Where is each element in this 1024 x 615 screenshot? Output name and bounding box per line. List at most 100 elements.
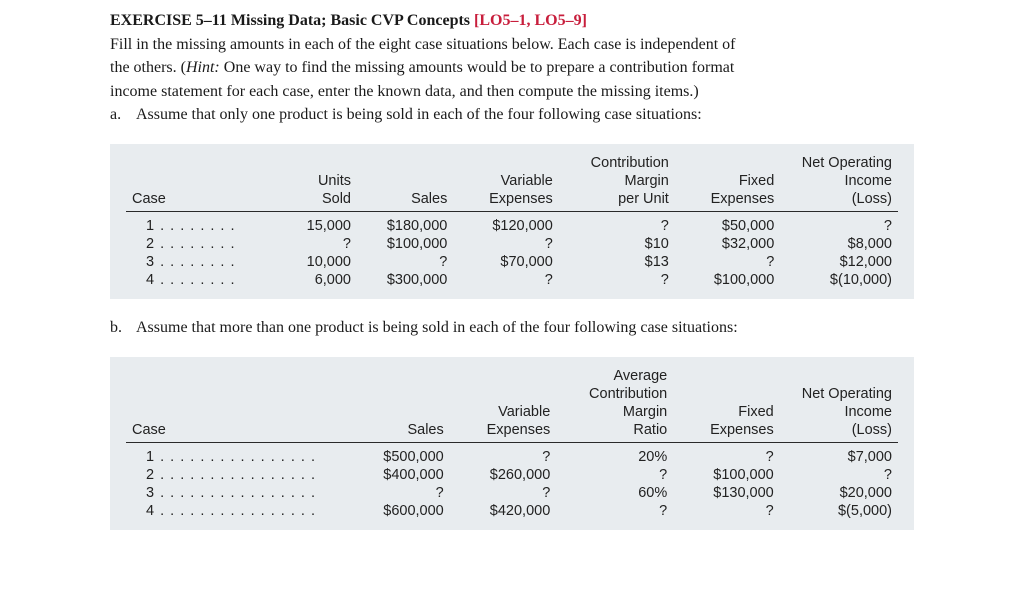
cell: 2 . . . . . . . . . . . . . . . .: [126, 466, 344, 484]
hdr-cmr-2: Contribution: [556, 385, 673, 403]
cell: $50,000: [675, 211, 780, 235]
cell: $130,000: [673, 484, 780, 502]
lo-code: [LO5–1, LO5–9]: [474, 12, 587, 29]
cell: 20%: [556, 442, 673, 466]
hdr-cmr-4: Ratio: [556, 421, 673, 443]
hdr-noi-1: Net Operating: [780, 154, 898, 172]
part-a-row: a. Assume that only one product is being…: [110, 104, 914, 126]
table-b-table: Average Contribution Net Operating Varia…: [126, 367, 898, 520]
cell: 60%: [556, 484, 673, 502]
cell: $180,000: [357, 211, 453, 235]
cell: 3 . . . . . . . .: [126, 253, 271, 271]
cell: ?: [780, 211, 898, 235]
hdr-sales: Sales: [357, 190, 453, 212]
cell: 6,000: [271, 271, 357, 289]
hdr-units-1: Units: [271, 172, 357, 190]
cell: ?: [673, 502, 780, 520]
table-row: 3 . . . . . . . .10,000?$70,000$13?$12,0…: [126, 253, 898, 271]
table-a-header-row-2: Units Variable Margin Fixed Income: [126, 172, 898, 190]
table-row: 4 . . . . . . . .6,000$300,000??$100,000…: [126, 271, 898, 289]
hdr-varexp-1: Variable: [453, 172, 558, 190]
hdr-varexp-b2: Expenses: [450, 421, 557, 443]
cell: 15,000: [271, 211, 357, 235]
intro-line-3: income statement for each case, enter th…: [110, 81, 914, 103]
hdr-noi-3: (Loss): [780, 190, 898, 212]
intro-line-2b: One way to find the missing amounts woul…: [220, 59, 735, 76]
cell: $100,000: [357, 235, 453, 253]
hdr-cm-2: Margin: [559, 172, 675, 190]
cell: 1 . . . . . . . . . . . . . . . .: [126, 442, 344, 466]
table-b-header-row-1: Average: [126, 367, 898, 385]
part-a-label: a.: [110, 104, 136, 126]
cell: $8,000: [780, 235, 898, 253]
hdr-fixed-b1: Fixed: [673, 403, 780, 421]
cell: ?: [450, 442, 557, 466]
cell: ?: [559, 211, 675, 235]
table-b-header-row-2: Contribution Net Operating: [126, 385, 898, 403]
hdr-cmr-3: Margin: [556, 403, 673, 421]
exercise-title: EXERCISE 5–11 Missing Data; Basic CVP Co…: [110, 10, 914, 32]
cell: $600,000: [344, 502, 450, 520]
hdr-fixed-b2: Expenses: [673, 421, 780, 443]
hdr-noi-2: Income: [780, 172, 898, 190]
cell: $32,000: [675, 235, 780, 253]
hdr-cm-1: Contribution: [559, 154, 675, 172]
table-a-header-row-3: Case Sold Sales Expenses per Unit Expens…: [126, 190, 898, 212]
part-a-text: Assume that only one product is being so…: [136, 104, 914, 126]
cell: $(5,000): [780, 502, 898, 520]
cell: 4 . . . . . . . . . . . . . . . .: [126, 502, 344, 520]
part-b-label: b.: [110, 317, 136, 339]
page: EXERCISE 5–11 Missing Data; Basic CVP Co…: [0, 0, 1024, 530]
table-b-header-row-3: Variable Margin Fixed Income: [126, 403, 898, 421]
cell: $(10,000): [780, 271, 898, 289]
table-row: 1 . . . . . . . .15,000$180,000$120,000?…: [126, 211, 898, 235]
cell: 1 . . . . . . . .: [126, 211, 271, 235]
exercise-label: EXERCISE 5–11 Missing Data; Basic CVP Co…: [110, 12, 474, 29]
cell: $400,000: [344, 466, 450, 484]
cell: ?: [344, 484, 450, 502]
hdr-cm-3: per Unit: [559, 190, 675, 212]
hdr-noi-b2: Income: [780, 403, 898, 421]
cell: ?: [453, 271, 558, 289]
cell: 10,000: [271, 253, 357, 271]
hdr-case-b: Case: [126, 421, 344, 443]
table-a-header-row-1: Contribution Net Operating: [126, 154, 898, 172]
table-row: 1 . . . . . . . . . . . . . . . .$500,00…: [126, 442, 898, 466]
cell: $300,000: [357, 271, 453, 289]
cell: $10: [559, 235, 675, 253]
cell: $13: [559, 253, 675, 271]
cell: ?: [675, 253, 780, 271]
cell: ?: [780, 466, 898, 484]
cell: 4 . . . . . . . .: [126, 271, 271, 289]
hdr-varexp-b1: Variable: [450, 403, 557, 421]
cell: $260,000: [450, 466, 557, 484]
cell: ?: [673, 442, 780, 466]
cell: $100,000: [673, 466, 780, 484]
table-a: Contribution Net Operating Units Variabl…: [110, 144, 914, 299]
cell: 2 . . . . . . . .: [126, 235, 271, 253]
intro-line-2a: the others. (: [110, 59, 186, 76]
hdr-case: Case: [126, 190, 271, 212]
cell: $20,000: [780, 484, 898, 502]
part-b-row: b. Assume that more than one product is …: [110, 317, 914, 339]
cell: ?: [357, 253, 453, 271]
table-row: 2 . . . . . . . .?$100,000?$10$32,000$8,…: [126, 235, 898, 253]
hdr-sales-b: Sales: [344, 421, 450, 443]
intro-line-2: the others. (Hint: One way to find the m…: [110, 57, 914, 79]
hdr-fixed-2: Expenses: [675, 190, 780, 212]
cell: 3 . . . . . . . . . . . . . . . .: [126, 484, 344, 502]
cell: ?: [556, 502, 673, 520]
hdr-noi-b1: Net Operating: [780, 385, 898, 403]
cell: ?: [271, 235, 357, 253]
cell: $500,000: [344, 442, 450, 466]
hdr-units-2: Sold: [271, 190, 357, 212]
cell: $100,000: [675, 271, 780, 289]
cell: ?: [450, 484, 557, 502]
table-a-table: Contribution Net Operating Units Variabl…: [126, 154, 898, 289]
cell: ?: [559, 271, 675, 289]
table-row: 3 . . . . . . . . . . . . . . . .??60%$1…: [126, 484, 898, 502]
table-row: 4 . . . . . . . . . . . . . . . .$600,00…: [126, 502, 898, 520]
intro-line-1: Fill in the missing amounts in each of t…: [110, 34, 914, 56]
hint-label: Hint:: [186, 59, 220, 76]
table-b-header-row-4: Case Sales Expenses Ratio Expenses (Loss…: [126, 421, 898, 443]
